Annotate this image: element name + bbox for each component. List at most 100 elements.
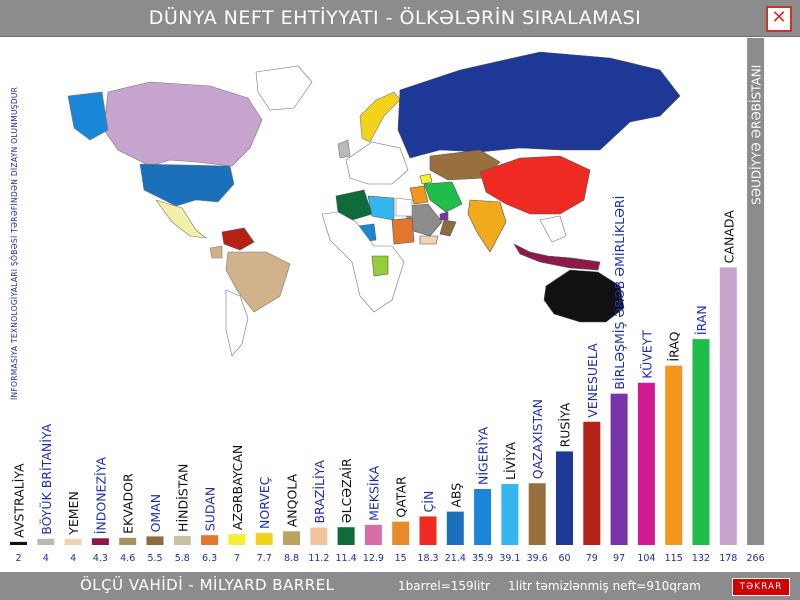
value-lc-zai-r: 11.4 [336,553,357,564]
map-egypt [395,197,413,217]
world-map [67,51,681,357]
map-iraq [409,185,429,205]
label-bo-yu-k-bri-tani-ya: BÖYÜK BRİTANİYA [38,423,54,534]
value-canada: 178 [719,553,737,564]
map-greenland [255,65,313,111]
map-alaska [67,91,109,141]
label-hi-ndi-stan: HİNDİSTAN [175,464,190,532]
label-s-udi-yy-r-bi-stani: SƏUDİYYƏ ƏRƏBİSTANI [749,65,764,205]
bar-abs [446,511,464,545]
value-yemen: 4 [70,553,76,564]
label-c-i-n: ÇİN [421,491,436,513]
map-indonesia [513,243,601,271]
value-s-udi-yy-r-bi-stani: 266 [747,553,765,564]
map-australia [543,269,625,323]
bar-sudan [201,535,219,545]
value-anqola: 8.8 [284,553,299,564]
map-azerbaijan [419,173,433,185]
label-qatar: QATAR [394,476,409,518]
value-qatar: 15 [395,553,407,564]
value-meksi-ka: 12.9 [363,553,384,564]
bar-oman [146,536,164,545]
value-avstrali-ya: 2 [15,553,21,564]
bar-venesuela [583,421,601,545]
label-az-rbaycan: AZƏRBAYCAN [230,445,245,530]
value-oman: 5.5 [147,553,162,564]
label-lc-zai-r: ƏLCƏZAİR [339,458,354,523]
bar-yemen [64,538,82,545]
value-hi-ndi-stan: 5.8 [175,553,190,564]
label-rusi-ya: RUSİYA [558,402,573,447]
label-venesuela: VENESUELA [585,343,600,418]
map-yemen [419,235,439,245]
bar-i-ndonezi-ya [91,538,109,545]
close-button[interactable]: ✕ [766,6,792,32]
map-venezuela [221,227,255,251]
map-iran [423,181,463,213]
value-bo-yu-k-bri-tani-ya: 4 [43,553,49,564]
litre-conversion: 1litr təmizlənmiş neft=910qram [508,579,701,593]
label-bi-rl-s-mi-s-r-b-mi-rli-kl-ri: BİRLƏŞMİŞ ƏRƏB ƏMİRLİKLƏRİ [612,196,627,390]
map-sea [539,215,567,243]
value-rusi-ya: 60 [558,553,570,564]
bar-brazi-li-ya [310,527,328,545]
label-i-raq: İRAQ [667,331,682,361]
repeat-button[interactable]: TƏKRAR [732,578,790,596]
label-abs: ABŞ [448,483,463,508]
label-ni-geri-ya: NİGERİYA [476,426,491,485]
map-canada [103,81,263,167]
value-norvec: 7.7 [257,553,272,564]
value-brazi-li-ya: 11.2 [308,553,329,564]
value-i-ndonezi-ya: 4.3 [93,553,108,564]
label-ku-veyt: KÜVEYT [638,330,654,379]
bar-i-raq [665,365,683,545]
value-ni-geri-ya: 35.9 [472,553,493,564]
value-c-i-n: 18.3 [417,553,438,564]
value-li-vi-ya: 39.1 [499,553,520,564]
bar-norvec [255,532,273,545]
bars-group [10,38,765,545]
label-norvec: NORVEÇ [257,476,272,529]
label-meksi-ka: MEKSİKA [366,465,381,520]
bar-canada [719,267,737,545]
bar-c-i-n [419,516,437,545]
map-europe [345,141,409,185]
label-qazaxistan: QAZAXISTAN [530,399,545,479]
bar-qatar [392,521,410,545]
map-china [479,155,591,215]
bar-ni-geri-ya [474,488,492,545]
value-venesuela: 79 [586,553,598,564]
map-south-cone [225,289,249,357]
label-avstrali-ya: AVSTRALİYA [12,463,27,538]
bar-li-vi-ya [501,484,519,545]
designer-credit: İNFORMASİYA TEXNOLOGİYALARI ŞÖBƏSİ TƏRƏF… [10,86,19,400]
value-abs: 21.4 [445,553,466,564]
bar-i-ran [692,339,710,545]
map-uk [337,139,351,159]
bar-az-rbaycan [228,534,246,545]
label-li-vi-ya: LİVİYA [503,441,518,480]
map-russia [397,51,681,159]
map-africa-rest [321,211,405,313]
bar-rusi-ya [556,451,573,545]
map-uae [439,211,449,221]
value-i-raq: 115 [665,553,683,564]
label-i-ran: İRAN [694,305,709,335]
window-title: DÜNYA NEFT EHTİYYATI - ÖLKƏLƏRİN SIRALAM… [148,7,642,29]
label-ekvador: EKVADOR [121,473,136,534]
label-canada: CANADA [721,210,736,264]
label-i-ndonezi-ya: İNDONEZİYA [93,457,108,535]
map-ecuador [209,245,223,259]
map-algeria [335,189,373,221]
map-usa [139,163,235,207]
value-ku-veyt: 104 [637,553,655,564]
label-brazi-li-ya: BRAZİLİYA [312,460,327,524]
barrel-conversion: 1barrel=159litr [398,579,490,593]
map-angola [371,255,389,277]
bar-lc-zai-r [337,527,355,545]
map-libya [367,195,395,221]
map-mexico [155,199,208,239]
label-oman: OMAN [148,494,163,533]
bar-hi-ndi-stan [173,535,191,545]
